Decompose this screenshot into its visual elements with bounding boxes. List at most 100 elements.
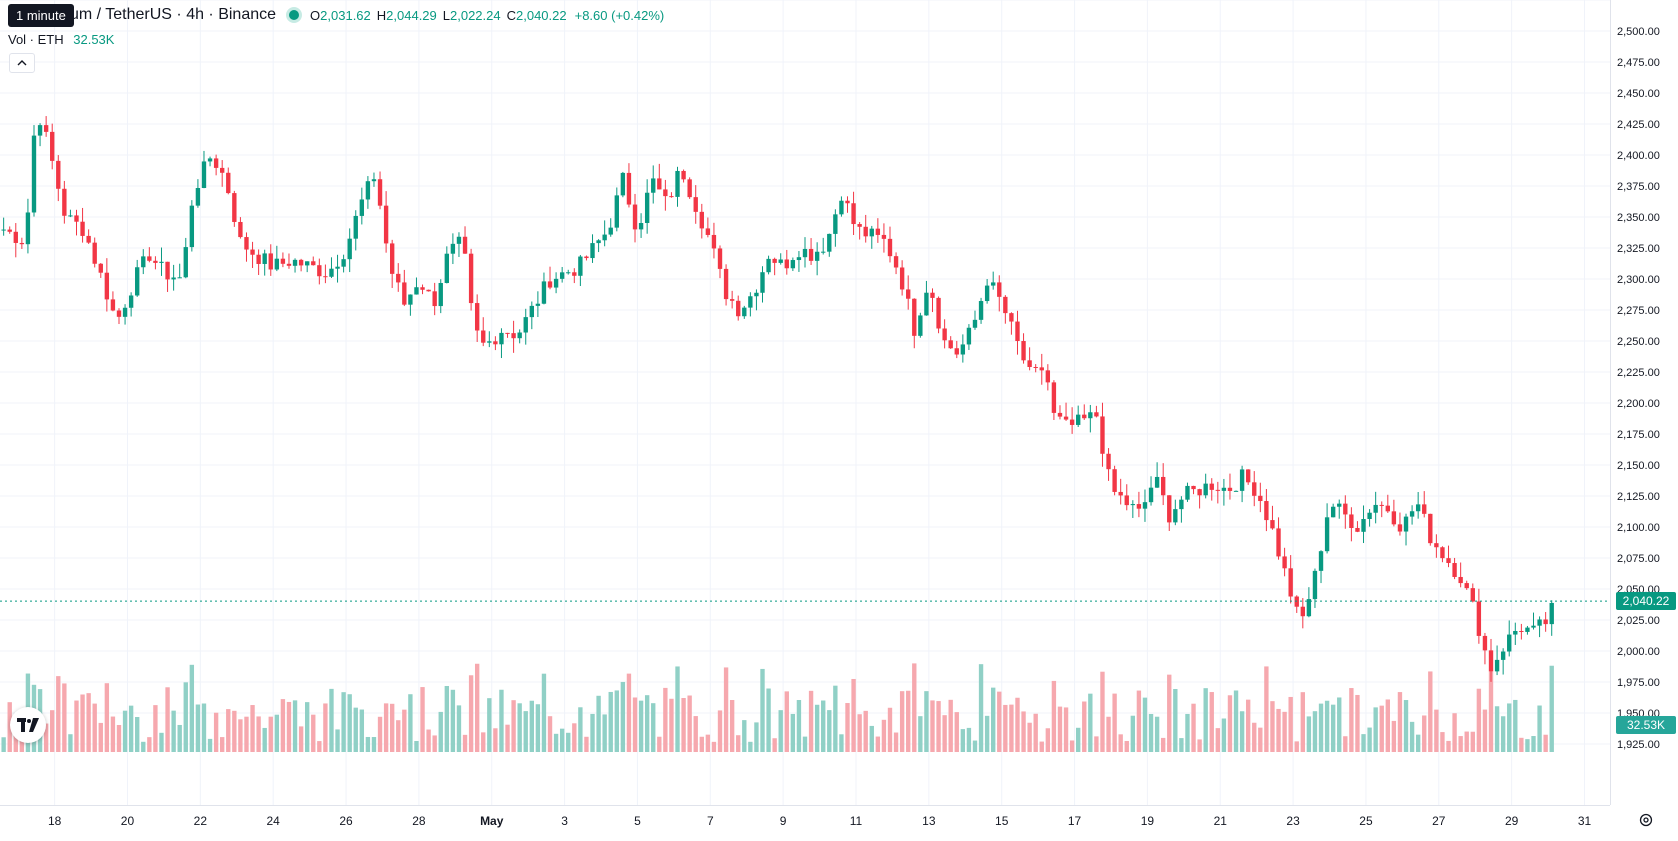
chart-pane[interactable]: um / TetherUS · 4h · Binance O 2,031.62 …	[0, 0, 1610, 805]
collapse-legend-button[interactable]	[9, 53, 35, 73]
volume-bar	[572, 723, 577, 752]
candle-down	[772, 258, 777, 263]
volume-bar	[468, 675, 474, 752]
time-tick-label: 9	[780, 814, 787, 828]
volume-bar	[438, 711, 443, 752]
candle-up	[1415, 504, 1421, 512]
volume-bar	[1409, 721, 1415, 752]
tradingview-logo-icon[interactable]	[10, 707, 46, 743]
volume-bar	[717, 710, 723, 752]
volume-bar	[153, 705, 158, 752]
volume-bar	[602, 714, 607, 752]
candle-down	[912, 298, 917, 336]
volume-bar	[808, 690, 814, 752]
candle-up	[37, 125, 43, 136]
time-tick-label: 25	[1359, 814, 1373, 828]
time-axis[interactable]: 18 20 22 24 26 28 May 3 5 7 9 11 13 15 17 19 21 23 25 27 29 3…	[0, 805, 1610, 835]
volume-bar	[614, 690, 619, 752]
volume-bar	[997, 691, 1002, 752]
candle-up	[796, 257, 802, 261]
candle-down	[256, 254, 261, 264]
volume-bar	[687, 695, 692, 752]
volume-bar	[298, 726, 304, 752]
volume-bar	[596, 695, 601, 752]
volume-bar	[669, 698, 674, 752]
candle-up	[614, 195, 619, 228]
volume-bar	[371, 737, 377, 752]
volume-bar	[1488, 671, 1494, 752]
gear-shape	[1639, 813, 1653, 827]
volume-bar	[213, 712, 219, 752]
volume-bar	[942, 715, 947, 752]
candle-up	[644, 192, 650, 223]
volume-bar	[147, 737, 152, 752]
change-value: +8.60 (+0.42%)	[574, 7, 665, 23]
candle-up	[778, 259, 783, 263]
volume-bar	[814, 704, 820, 752]
volume-bar	[517, 703, 522, 752]
candle-down	[881, 234, 887, 239]
volume-bar	[1051, 680, 1057, 752]
volume-bar	[274, 714, 280, 752]
last-volume-tag: 32.53K	[1616, 716, 1676, 734]
candle-down	[165, 261, 170, 280]
volume-bar	[991, 687, 996, 752]
candle-up	[329, 268, 334, 277]
candle-down	[86, 235, 91, 243]
candle-down	[1021, 341, 1026, 361]
volume-bar	[559, 728, 565, 752]
volume-bar	[906, 690, 911, 752]
volume-bar	[705, 734, 711, 752]
tv-mark	[17, 718, 39, 732]
candle-up	[1337, 503, 1342, 507]
candle-down	[1470, 588, 1475, 602]
price-chart[interactable]	[0, 0, 1610, 805]
volume-bar	[505, 724, 510, 752]
candle-down	[383, 205, 389, 244]
time-tick-label: 7	[707, 814, 714, 828]
high-value: 2,044.29	[386, 7, 437, 23]
volume-bar	[1148, 713, 1154, 752]
candle-down	[110, 299, 116, 311]
volume-bar	[863, 710, 868, 752]
candle-up	[754, 292, 759, 297]
volume-bar	[110, 716, 116, 752]
volume-bar	[280, 699, 286, 752]
volume-bar	[141, 741, 146, 752]
volume-bar	[1197, 739, 1202, 752]
candle-up	[1203, 483, 1208, 496]
price-tick-label: 2,000.00	[1617, 646, 1660, 658]
candle-down	[863, 226, 868, 237]
time-tick-label: 18	[48, 814, 62, 828]
candle-up	[1507, 634, 1512, 652]
candle-up	[456, 236, 462, 244]
volume-value: 32.53K	[73, 32, 115, 47]
volume-bar	[1167, 674, 1172, 752]
volume-bar	[1179, 738, 1184, 752]
candle-up	[1142, 502, 1148, 509]
volume-bar	[292, 700, 298, 752]
candle-up	[68, 215, 73, 217]
volume-bar	[402, 709, 407, 752]
candle-down	[1051, 382, 1057, 413]
volume-bar	[511, 700, 516, 752]
volume-bar	[729, 700, 735, 752]
candle-down	[286, 263, 292, 266]
candle-down	[153, 260, 158, 263]
candle-down	[1215, 489, 1221, 491]
symbol-title[interactable]: um / TetherUS · 4h · Binance	[70, 6, 277, 23]
candle-up	[596, 240, 601, 244]
candle-up	[183, 247, 188, 278]
candle-down	[1543, 619, 1548, 625]
candle-up	[1076, 414, 1081, 425]
candle-down	[1136, 504, 1142, 509]
settings-icon[interactable]	[1638, 812, 1654, 833]
volume-bar	[1173, 689, 1178, 752]
candle-up	[802, 248, 808, 258]
candle-up	[122, 307, 128, 317]
volume-bar	[1330, 704, 1336, 752]
candle-down	[1264, 501, 1269, 521]
price-axis[interactable]: 2,500.00 2,475.00 2,450.00 2,425.00 2,400.00…	[1610, 0, 1678, 805]
candle-up	[365, 181, 371, 200]
volume-bar	[183, 682, 188, 752]
